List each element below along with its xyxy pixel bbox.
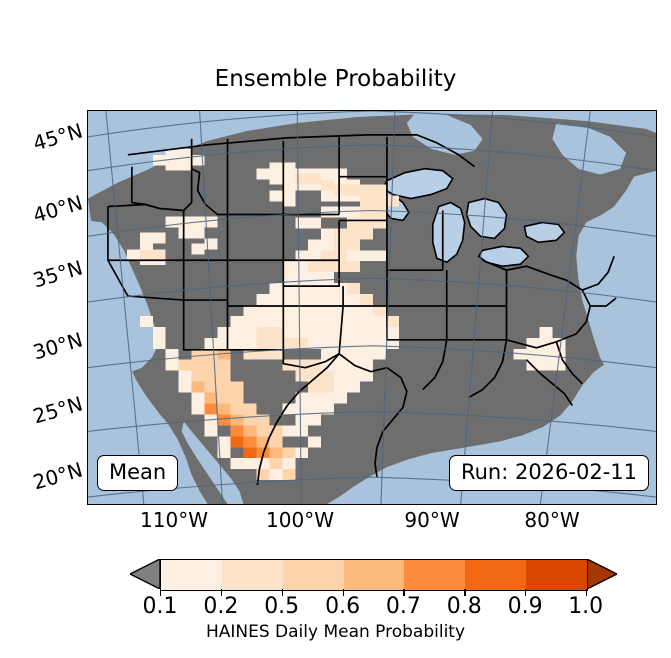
colorbar-segment-7 [526, 560, 588, 590]
gulf-st-lawrence [552, 122, 627, 175]
gridline-lon-110 [199, 111, 224, 504]
map-svg [88, 111, 656, 504]
gulf-of-california [181, 421, 244, 504]
colorbar-tick-1: 0.2 [203, 594, 239, 619]
gridline-lat-40 [88, 209, 656, 237]
colorbar-segment-6 [465, 560, 527, 590]
colorbar-segment-3 [282, 560, 344, 590]
atlantic-carve-mid [576, 222, 643, 378]
lake-huron [465, 197, 508, 240]
colorbar[interactable]: 0.1 0.2 0.5 0.6 0.7 0.8 0.9 1.0 HAINES D… [0, 556, 671, 656]
lake-erie [477, 245, 530, 268]
colorbar-tick-0: 0.1 [142, 594, 178, 619]
probability-grid-layer [126, 148, 566, 481]
run-annotation-box[interactable]: Run: 2026-02-11 [448, 455, 649, 491]
lat-tick-25n: 25°N [30, 391, 86, 429]
gridline-lat-45 [88, 144, 656, 172]
lat-tick-30n: 30°N [30, 327, 86, 365]
colorbar-segment-1 [161, 560, 222, 590]
colorbar-over-arrow-icon [587, 559, 617, 589]
map-canvas [88, 111, 656, 504]
colorbar-tick-2: 0.5 [264, 594, 300, 619]
gridline-lat-30 [88, 345, 656, 369]
lon-tick-90w: 90°W [404, 508, 460, 532]
colorbar-gradient [160, 559, 588, 591]
colorbar-row [130, 559, 617, 591]
gulf-of-mexico [327, 371, 599, 504]
colorbar-tick-5: 0.8 [446, 594, 482, 619]
gridline-lon-100 [296, 111, 302, 504]
lon-tick-100w: 100°W [266, 508, 334, 532]
colorbar-tick-labels: 0.1 0.2 0.5 0.6 0.7 0.8 0.9 1.0 [0, 594, 671, 622]
great-lakes-layer [378, 167, 566, 268]
colorbar-tick-4: 0.7 [385, 594, 421, 619]
lake-ontario [523, 221, 566, 244]
colorbar-tick-6: 0.9 [507, 594, 543, 619]
colorbar-segment-4 [343, 560, 405, 590]
lat-tick-20n: 20°N [30, 457, 86, 495]
colorbar-axis-label: HAINES Daily Mean Probability [205, 622, 466, 642]
gridline-lon-90 [380, 111, 396, 504]
colorbar-tick-7: 1.0 [568, 594, 604, 619]
mean-annotation-box[interactable]: Mean [97, 455, 179, 491]
colorbar-segment-2 [221, 560, 283, 590]
lake-michigan [431, 201, 466, 264]
lon-tick-80w: 80°W [524, 508, 580, 532]
colorbar-under-arrow-icon [130, 559, 160, 589]
lon-tick-110w: 110°W [140, 508, 208, 532]
atlantic-carve [612, 190, 656, 310]
colorbar-segment-5 [404, 560, 466, 590]
gridline-lon-70 [539, 111, 591, 504]
admin-borders-layer [107, 134, 617, 486]
gridline-lon-120 [105, 111, 145, 504]
colorbar-tick-3: 0.6 [325, 594, 361, 619]
graticule-layer [88, 111, 656, 504]
gridline-lon-80 [460, 111, 494, 504]
gridline-lat-50 [88, 111, 656, 138]
title-line-1: Ensemble Probability [214, 66, 457, 92]
hudson-bay [406, 111, 483, 155]
map-axes[interactable] [87, 110, 657, 505]
gridline-lat-35 [88, 277, 656, 303]
gridline-lat-25 [88, 410, 656, 432]
colorbar-ticks [160, 589, 587, 596]
